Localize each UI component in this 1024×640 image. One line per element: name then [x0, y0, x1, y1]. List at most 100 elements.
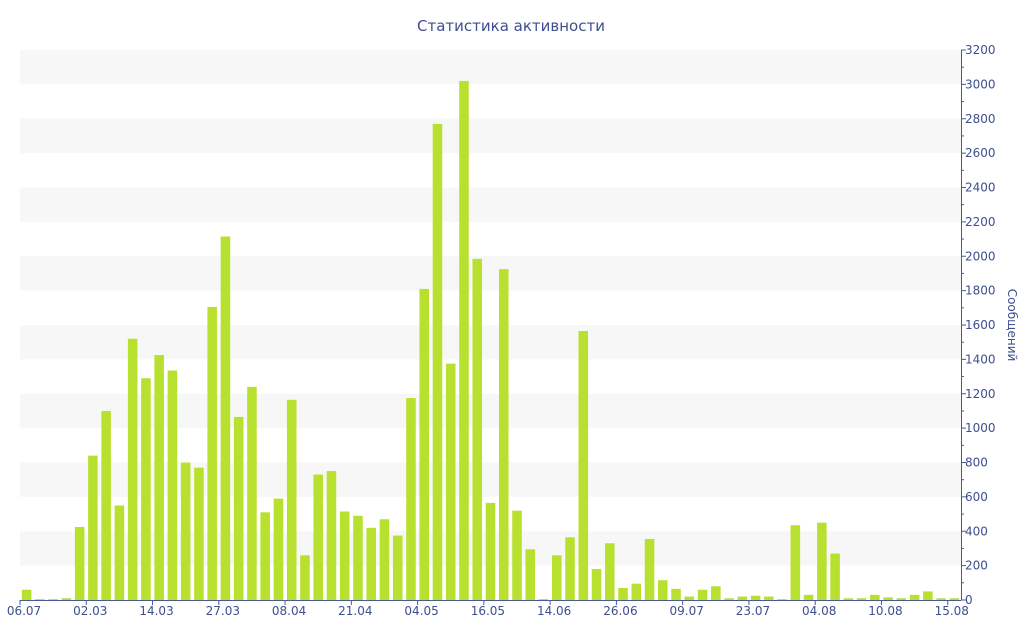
grid-band [20, 50, 961, 85]
bar [631, 583, 642, 600]
bar [498, 269, 509, 600]
y-tick-label: 1800 [965, 284, 996, 298]
grid-band [20, 256, 961, 291]
bar [777, 599, 787, 600]
bar [711, 586, 721, 600]
bar [843, 598, 854, 600]
bar [671, 588, 681, 600]
x-tick-label: 06.07 [7, 604, 41, 618]
bar [154, 355, 164, 600]
x-tick-label: 04.05 [404, 604, 438, 618]
bar [141, 378, 151, 600]
bar [180, 462, 191, 600]
bar [313, 474, 323, 600]
bar [803, 594, 814, 600]
bar [127, 338, 138, 600]
bar [101, 410, 111, 600]
x-tick-label: 27.03 [206, 604, 240, 618]
bar [74, 526, 85, 600]
bar [233, 416, 244, 600]
y-tick-label: 200 [965, 559, 988, 573]
bar [618, 587, 628, 600]
x-tick-label: 16.05 [471, 604, 505, 618]
bar [472, 258, 483, 600]
y-tick-label: 3000 [965, 77, 996, 91]
x-tick-label: 08.04 [272, 604, 306, 618]
y-tick-label: 0 [965, 593, 973, 607]
bar [817, 522, 827, 600]
bar [392, 535, 403, 600]
bar [35, 599, 45, 600]
y-tick-label: 600 [965, 490, 988, 504]
bar [353, 515, 363, 600]
x-tick-label: 09.07 [669, 604, 703, 618]
y-tick-label: 2400 [965, 181, 996, 195]
bar [923, 591, 933, 600]
bar [88, 455, 98, 601]
bar [896, 598, 907, 600]
y-tick-label: 2000 [965, 249, 996, 263]
bar [750, 595, 761, 600]
y-tick-label: 1400 [965, 352, 996, 366]
y-tick-label: 1200 [965, 387, 996, 401]
x-tick-label: 14.03 [139, 604, 173, 618]
bar [339, 511, 350, 600]
bar [273, 498, 284, 600]
bar [366, 527, 376, 600]
bars-group [21, 80, 960, 601]
bar [260, 512, 270, 600]
bar [790, 525, 801, 600]
x-tick-label: 21.04 [338, 604, 372, 618]
bar [724, 598, 734, 600]
bar [194, 467, 204, 600]
bar [247, 386, 257, 601]
grid-band [20, 187, 961, 222]
bar [445, 363, 456, 600]
axes-group: 0 200 400 600 800 1000 1200 1400 1600 1800 2000 220… [7, 43, 996, 618]
y-tick-label: 2800 [965, 112, 996, 126]
x-tick-label: 14.06 [537, 604, 571, 618]
bar [61, 598, 72, 600]
bar [48, 599, 58, 600]
x-tick-label: 26.06 [603, 604, 637, 618]
bar [870, 594, 880, 600]
bar [856, 598, 867, 600]
grid-bands [20, 50, 961, 566]
bar [737, 596, 748, 600]
x-tick-label: 15.08 [935, 604, 969, 618]
bar [949, 598, 960, 600]
bar [936, 598, 946, 600]
bar [552, 555, 562, 600]
chart-title: Статистика активности [417, 17, 605, 35]
bar [379, 519, 390, 600]
x-tick-label: 04.08 [802, 604, 836, 618]
bar [764, 596, 774, 600]
bar [21, 589, 32, 600]
bar [167, 370, 178, 600]
bar [644, 538, 655, 600]
bar [591, 569, 602, 600]
bar [658, 580, 668, 600]
bar [578, 331, 589, 600]
bar [909, 594, 920, 600]
bar [220, 236, 231, 601]
bar [432, 123, 443, 600]
y-tick-label: 2200 [965, 215, 996, 229]
bar [525, 549, 536, 600]
x-tick-label: 10.08 [868, 604, 902, 618]
bar [459, 80, 469, 600]
bar [300, 555, 310, 600]
bar [605, 543, 615, 600]
bar [114, 505, 125, 600]
x-tick-label: 23.07 [736, 604, 770, 618]
y-tick-label: 2600 [965, 146, 996, 160]
bar [406, 398, 416, 600]
bar [830, 553, 840, 600]
bar [697, 589, 708, 600]
grid-band [20, 325, 961, 360]
bar [419, 288, 429, 600]
y-tick-label: 400 [965, 524, 988, 538]
y-tick-label: 1000 [965, 421, 996, 435]
